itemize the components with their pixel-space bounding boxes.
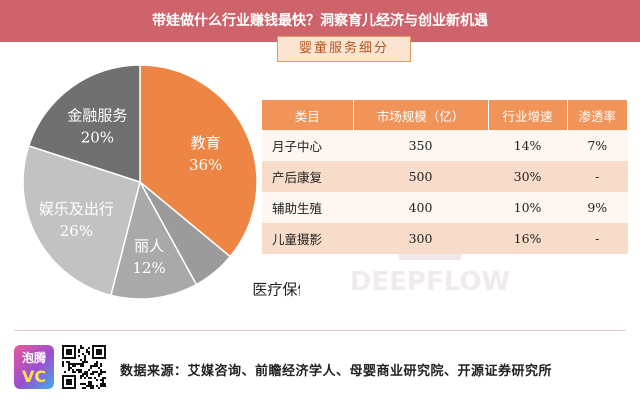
table-header-row: 类目 市场规模（亿） 行业增速 渗透率 xyxy=(262,100,629,130)
table-row: 辅助生殖 400 10% 9% xyxy=(262,192,628,223)
pie-slice xyxy=(109,179,198,300)
table-row: 月子中心 350 14% 7% xyxy=(262,130,628,161)
slice-name: 丽人 xyxy=(134,237,164,255)
table-cell: 9% xyxy=(567,192,628,223)
table-row: 儿童摄影 300 16% - xyxy=(262,223,628,254)
table-cell: 儿童摄影 xyxy=(262,223,353,254)
pie-slice-label: 金融服务 20% xyxy=(67,106,127,146)
pie-slice-label: 医疗保健6% xyxy=(252,281,300,302)
stats-table: 类目 市场规模（亿） 行业增速 渗透率 月子中心 350 14% 7% 产后康复… xyxy=(262,100,629,254)
table-cell: 16% xyxy=(488,223,568,254)
slice-percent: 20% xyxy=(81,128,114,146)
pie-chart: 教育 36% 医疗保健6% 丽人 12% 娱乐及出行 26% 金融服务 20% xyxy=(22,64,300,302)
slice-percent: 26% xyxy=(60,222,93,240)
slice-percent: 36% xyxy=(189,156,222,174)
pie-slice-label: 娱乐及出行 26% xyxy=(39,200,114,240)
col-header: 市场规模（亿） xyxy=(353,100,489,130)
table-cell: 350 xyxy=(353,130,488,161)
table-row: 产后康复 500 30% - xyxy=(262,161,628,192)
data-source-note: 数据来源：艾媒咨询、前瞻经济学人、母婴商业研究院、开源证券研究所 xyxy=(120,364,553,379)
slice-name: 教育 xyxy=(191,134,221,152)
pie-slice-label: 教育 36% xyxy=(189,134,222,174)
pie-slice xyxy=(27,64,141,184)
slice-name: 医疗保健 xyxy=(252,281,300,299)
table-cell: 7% xyxy=(567,130,628,161)
headline-banner: 带娃做什么行业赚钱最快？洞察育儿经济与创业新机遇 xyxy=(0,0,640,42)
logo-line2: VC xyxy=(21,367,47,386)
table-cell: 400 xyxy=(353,192,488,223)
watermark-text: DEEPFLOW xyxy=(350,267,510,297)
col-header: 渗透率 xyxy=(567,100,629,130)
table-cell: 产后康复 xyxy=(262,161,353,192)
logo-line1: 泡腾 xyxy=(21,351,46,365)
table-title: 婴童服务细分 xyxy=(277,36,411,62)
pie-slice-label: 丽人 12% xyxy=(132,237,165,277)
slice-name: 娱乐及出行 xyxy=(39,200,114,218)
table-cell: 辅助生殖 xyxy=(262,192,353,223)
table-cell: 10% xyxy=(488,192,568,223)
table-cell: 30% xyxy=(488,161,568,192)
col-header: 类目 xyxy=(262,100,354,130)
table-cell: - xyxy=(567,223,628,254)
slice-name: 金融服务 xyxy=(67,106,127,124)
table-cell: 500 xyxy=(353,161,488,192)
table-cell: 14% xyxy=(488,130,568,161)
pie-slice xyxy=(139,64,258,258)
slice-percent: 12% xyxy=(132,259,165,277)
brand-logo: 泡腾 VC xyxy=(14,345,54,389)
table-cell: - xyxy=(567,161,628,192)
footer-divider xyxy=(14,330,626,331)
table-cell: 月子中心 xyxy=(262,130,353,161)
pie-slice xyxy=(22,144,141,297)
qr-code-icon xyxy=(62,345,106,389)
table-cell: 300 xyxy=(353,223,488,254)
headline: 带娃做什么行业赚钱最快？洞察育儿经济与创业新机遇 xyxy=(152,13,488,29)
col-header: 行业增速 xyxy=(488,100,568,130)
